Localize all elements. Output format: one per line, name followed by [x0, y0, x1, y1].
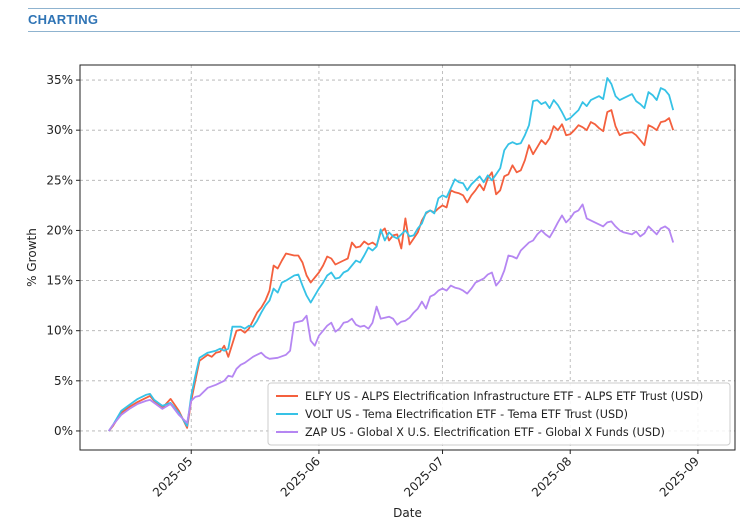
- section-header: CHARTING: [28, 8, 740, 32]
- series-lines: [108, 77, 675, 432]
- x-tick-label: 2025-09: [657, 454, 702, 499]
- y-axis: 0% 5% 10% 15% 20% 25% 30% 35%: [46, 73, 80, 438]
- legend-box: [267, 382, 731, 446]
- legend: ELFY US - ALPS Electrification Infrastru…: [267, 382, 731, 446]
- x-tick-label: 2025-06: [278, 454, 323, 499]
- legend-label-2: ZAP US - Global X U.S. Electrification E…: [305, 426, 665, 439]
- legend-label-1: VOLT US - Tema Electrification ETF - Tem…: [305, 408, 628, 421]
- x-tick-label: 2025-05: [150, 454, 195, 499]
- y-axis-label: % Growth: [25, 228, 39, 287]
- y-tick-label: 0%: [54, 424, 73, 438]
- y-tick-label: 25%: [46, 173, 73, 187]
- x-axis: 2025-05 2025-06 2025-07 2025-08 2025-09: [150, 450, 702, 500]
- y-tick-label: 20%: [46, 223, 73, 237]
- series-line-0: [108, 109, 675, 432]
- x-tick-label: 2025-08: [529, 454, 574, 499]
- y-tick-label: 35%: [46, 73, 73, 87]
- y-tick-label: 10%: [46, 324, 73, 338]
- y-tick-label: 15%: [46, 274, 73, 288]
- plot-frame: [79, 64, 736, 451]
- y-tick-label: 5%: [54, 374, 73, 388]
- series-line-2: [108, 203, 675, 432]
- section-title: CHARTING: [28, 12, 99, 27]
- series-line-1: [108, 77, 675, 432]
- legend-label-0: ELFY US - ALPS Electrification Infrastru…: [305, 390, 703, 403]
- y-tick-label: 30%: [46, 123, 73, 137]
- x-tick-label: 2025-07: [401, 454, 446, 499]
- x-axis-label: Date: [393, 506, 422, 520]
